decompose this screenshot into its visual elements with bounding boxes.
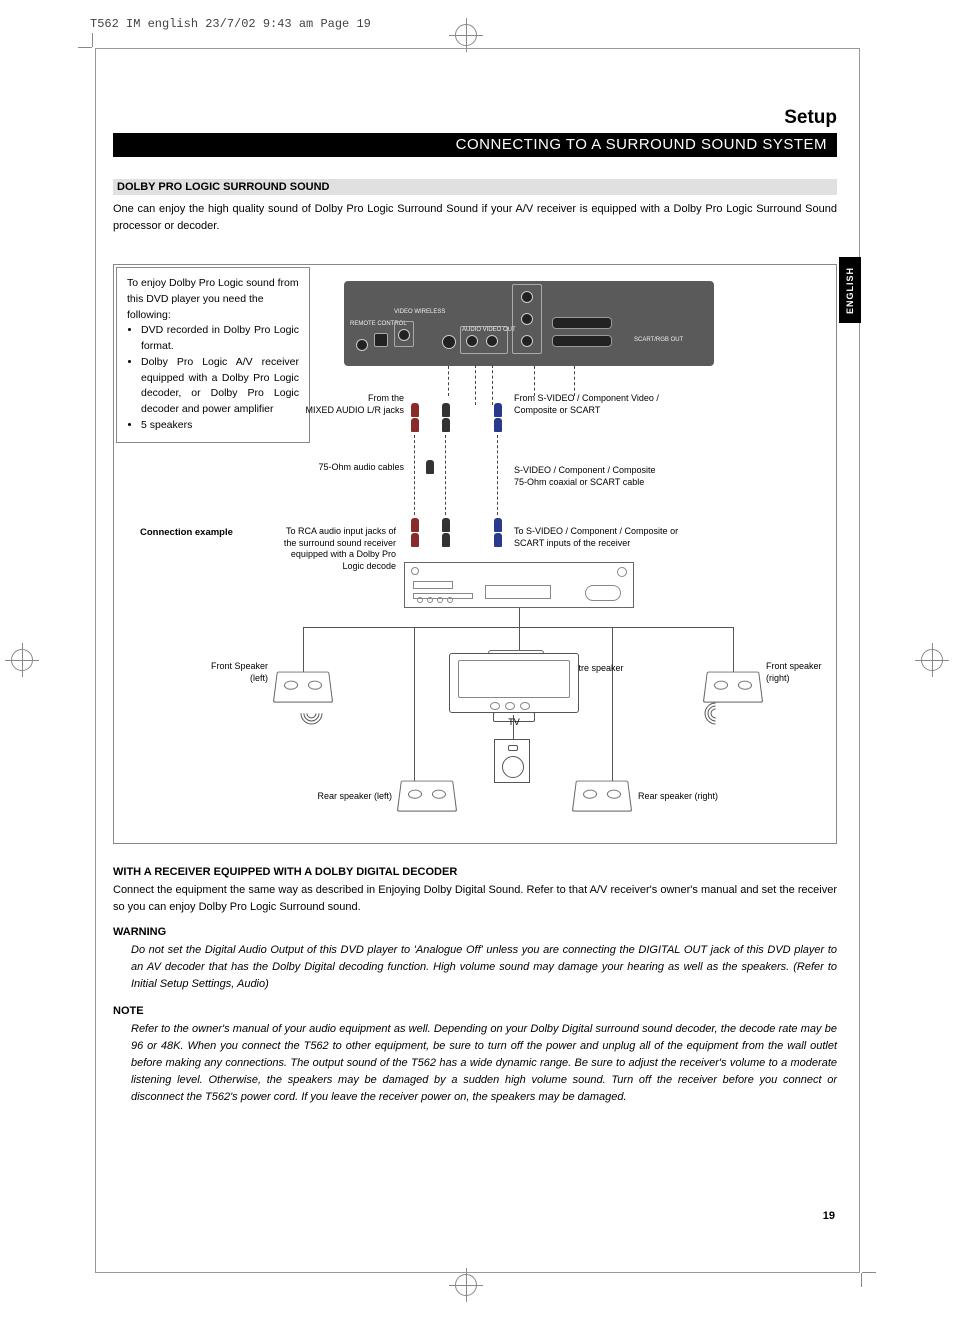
front-speaker-left bbox=[273, 672, 333, 703]
section-bar: CONNECTING TO A SURROUND SOUND SYSTEM bbox=[113, 133, 837, 157]
warning-section: WARNING Do not set the Digital Audio Out… bbox=[113, 926, 837, 993]
registration-mark-left bbox=[11, 649, 33, 671]
panel-label-scart: SCART/RGB OUT bbox=[634, 337, 683, 343]
label-from-svideo: From S-VIDEO / Component Video / Composi… bbox=[514, 393, 684, 416]
panel-label-audio: AUDIO VIDEO OUT bbox=[462, 327, 516, 333]
warning-title: WARNING bbox=[113, 926, 837, 938]
connection-example-label: Connection example bbox=[140, 527, 233, 538]
page-frame: Setup CONNECTING TO A SURROUND SOUND SYS… bbox=[95, 48, 860, 1273]
label-rear-left: Rear speaker (left) bbox=[292, 791, 392, 803]
note-body: Refer to the owner's manual of your audi… bbox=[131, 1021, 837, 1106]
language-tab: ENGLISH bbox=[839, 257, 861, 323]
dolby-body: One can enjoy the high quality sound of … bbox=[113, 201, 837, 234]
registration-mark-top bbox=[455, 24, 477, 46]
dolby-title: DOLBY PRO LOGIC SURROUND SOUND bbox=[113, 179, 837, 195]
registration-mark-right bbox=[921, 649, 943, 671]
front-speaker-right bbox=[703, 672, 763, 703]
tv bbox=[449, 653, 579, 713]
requirements-item: Dolby Pro Logic A/V receiver equipped wi… bbox=[141, 355, 299, 418]
requirements-item: DVD recorded in Dolby Pro Logic format. bbox=[141, 323, 299, 355]
av-receiver bbox=[404, 562, 634, 608]
label-to-rca: To RCA audio input jacks of the surround… bbox=[281, 526, 396, 573]
label-tv: TV bbox=[507, 717, 521, 729]
print-header: T562 IM english 23/7/02 9:43 am Page 19 bbox=[90, 17, 371, 31]
label-ohm-cables: 75-Ohm audio cables bbox=[304, 462, 404, 474]
rear-speaker-right bbox=[572, 781, 632, 812]
requirements-item: 5 speakers bbox=[141, 418, 299, 434]
connection-diagram: To enjoy Dolby Pro Logic sound from this… bbox=[113, 264, 837, 844]
subwoofer bbox=[494, 739, 530, 783]
requirements-box: To enjoy Dolby Pro Logic sound from this… bbox=[116, 267, 310, 443]
label-to-svideo: To S-VIDEO / Component / Composite or SC… bbox=[514, 526, 704, 549]
note-section: NOTE Refer to the owner's manual of your… bbox=[113, 1005, 837, 1106]
requirements-intro: To enjoy Dolby Pro Logic sound from this… bbox=[127, 276, 299, 323]
label-rear-right: Rear speaker (right) bbox=[638, 791, 748, 803]
receiver-section-body: Connect the equipment the same way as de… bbox=[113, 882, 837, 916]
dvd-back-panel: REMOTE CONTROL VIDEO WIRELESS AUDIO VIDE… bbox=[344, 281, 714, 366]
label-ohm-coax: S-VIDEO / Component / Composite 75-Ohm c… bbox=[514, 465, 684, 488]
dolby-section: DOLBY PRO LOGIC SURROUND SOUND One can e… bbox=[113, 179, 837, 234]
receiver-section: WITH A RECEIVER EQUIPPED WITH A DOLBY DI… bbox=[113, 866, 837, 916]
panel-label-wireless: VIDEO WIRELESS bbox=[394, 309, 445, 315]
note-title: NOTE bbox=[113, 1005, 837, 1017]
label-from-mixed-audio: From the MIXED AUDIO L/R jacks bbox=[304, 393, 404, 416]
registration-mark-bottom bbox=[455, 1274, 477, 1296]
label-front-left: Front Speaker (left) bbox=[202, 661, 268, 684]
page-number: 19 bbox=[823, 1210, 835, 1222]
label-front-right: Front speaker (right) bbox=[766, 661, 832, 684]
rear-speaker-left bbox=[397, 781, 457, 812]
setup-title: Setup bbox=[784, 107, 837, 129]
warning-body: Do not set the Digital Audio Output of t… bbox=[131, 942, 837, 993]
receiver-section-title: WITH A RECEIVER EQUIPPED WITH A DOLBY DI… bbox=[113, 866, 837, 878]
